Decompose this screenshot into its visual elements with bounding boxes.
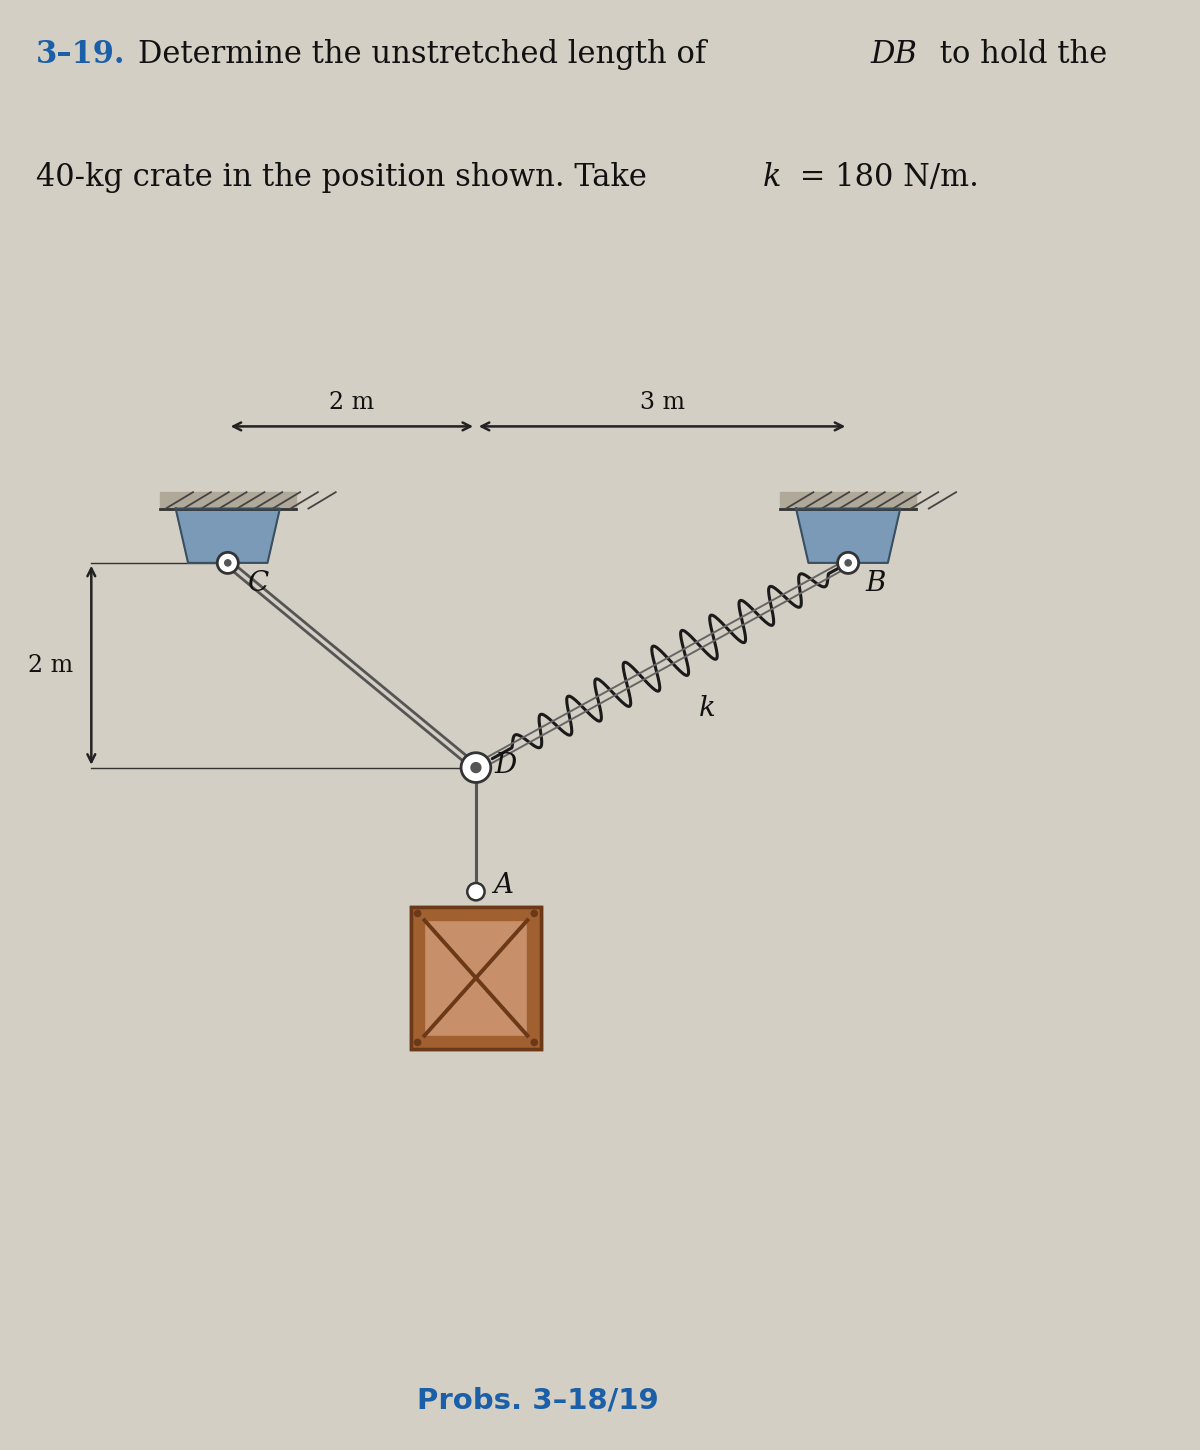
Polygon shape: [528, 906, 541, 1050]
Bar: [410, 906, 541, 1050]
Circle shape: [414, 1040, 421, 1045]
Polygon shape: [410, 1035, 541, 1050]
Circle shape: [467, 883, 485, 900]
Circle shape: [532, 1040, 538, 1045]
Text: 3 m: 3 m: [640, 392, 684, 415]
Circle shape: [532, 911, 538, 916]
Text: A: A: [493, 871, 514, 899]
Circle shape: [461, 753, 491, 783]
Circle shape: [838, 552, 859, 573]
Bar: [410, 906, 541, 1050]
Text: k: k: [763, 162, 781, 193]
Text: 2 m: 2 m: [329, 392, 374, 415]
Polygon shape: [160, 492, 296, 509]
Text: Determine the unstretched length of: Determine the unstretched length of: [138, 39, 716, 70]
Text: 3–19.: 3–19.: [36, 39, 126, 70]
Text: 40-kg crate in the position shown. Take: 40-kg crate in the position shown. Take: [36, 162, 656, 193]
Text: DB: DB: [870, 39, 917, 70]
Polygon shape: [796, 509, 900, 563]
Text: to hold the: to hold the: [930, 39, 1108, 70]
Polygon shape: [410, 906, 425, 1050]
Circle shape: [845, 560, 851, 566]
Polygon shape: [410, 906, 541, 921]
Circle shape: [224, 560, 230, 566]
Text: C: C: [247, 570, 269, 597]
Text: 2 m: 2 m: [28, 654, 73, 677]
Text: k: k: [700, 695, 716, 722]
Text: Probs. 3–18/19: Probs. 3–18/19: [418, 1386, 659, 1414]
Circle shape: [414, 911, 421, 916]
Text: D: D: [494, 751, 517, 779]
Text: = 180 N/m.: = 180 N/m.: [790, 162, 978, 193]
Circle shape: [470, 763, 481, 773]
Polygon shape: [175, 509, 280, 563]
Text: B: B: [865, 570, 886, 597]
Polygon shape: [780, 492, 917, 509]
Circle shape: [217, 552, 239, 573]
